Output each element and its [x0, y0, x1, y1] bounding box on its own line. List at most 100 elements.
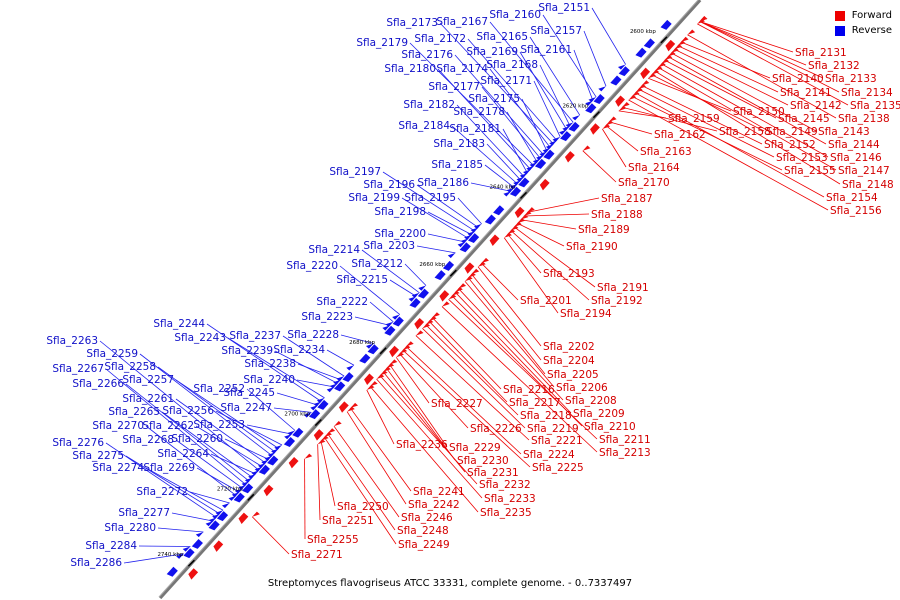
reverse-gene-block [166, 566, 178, 577]
reverse-connector [105, 442, 217, 518]
forward-gene-label: Sfla_2153 [776, 152, 828, 164]
reverse-gene-block [258, 464, 270, 475]
reverse-gene-arrow [182, 546, 191, 552]
reverse-gene-label: Sfla_2259 [86, 348, 138, 360]
reverse-gene-label: Sfla_2280 [104, 522, 156, 534]
forward-gene-label: Sfla_2133 [825, 73, 877, 85]
forward-connector [507, 233, 542, 274]
reverse-connector [227, 337, 325, 399]
reverse-gene-label: Sfla_2261 [122, 393, 174, 405]
forward-gene-label: Sfla_2194 [560, 308, 612, 320]
forward-connector [687, 34, 837, 119]
reverse-gene-arrow [392, 314, 400, 320]
forward-gene-arrow [379, 370, 388, 376]
reverse-gene-label: Sfla_2228 [287, 329, 339, 341]
legend-reverse: Reverse [834, 23, 892, 38]
scale-markers: 2600 kbp 2620 kbp 2640 kbp 2660 kbp 2680 kbp… [157, 29, 668, 567]
reverse-gene-arrow [411, 292, 420, 298]
forward-swatch [834, 10, 845, 21]
reverse-gene-label: Sfla_2268 [122, 434, 174, 446]
reverse-gene-arrow [382, 325, 391, 331]
forward-connector [680, 41, 771, 79]
forward-gene-label: Sfla_2145 [778, 113, 830, 125]
reverse-connector [339, 265, 401, 315]
forward-gene-label: Sfla_2135 [850, 100, 900, 112]
reverse-gene-label: Sfla_2277 [118, 507, 170, 519]
forward-connector [350, 407, 412, 492]
reverse-gene-arrow [257, 463, 266, 469]
scale-tick [519, 191, 528, 199]
forward-gene-label: Sfla_2202 [543, 341, 595, 353]
reverse-gene-label: Sfla_2151 [538, 2, 590, 14]
forward-gene-arrow [667, 51, 676, 57]
reverse-gene-label: Sfla_2243 [174, 332, 226, 344]
reverse-gene-arrow [208, 517, 217, 523]
reverse-gene-arrow [385, 321, 394, 327]
reverse-connector [171, 512, 214, 522]
reverse-gene-label: Sfla_2171 [480, 75, 532, 87]
reverse-gene-block [359, 353, 371, 364]
forward-gene-arrow [425, 319, 434, 325]
reverse-gene-label: Sfla_2165 [476, 31, 528, 43]
reverse-gene-block [208, 520, 220, 531]
forward-gene-label: Sfla_2149 [766, 126, 818, 138]
reverse-connector [125, 455, 221, 515]
forward-gene-arrow [648, 73, 656, 79]
reverse-gene-arrow [261, 459, 269, 465]
reverse-gene-arrow [588, 97, 597, 103]
reverse-gene-arrow [251, 470, 260, 476]
reverse-connector [470, 182, 512, 192]
forward-gene-block [188, 568, 199, 580]
reverse-gene-block [434, 270, 446, 281]
forward-gene-label: Sfla_2233 [484, 493, 536, 505]
forward-connector [651, 74, 765, 132]
forward-gene-label: Sfla_2242 [408, 499, 460, 511]
reverse-connector [437, 68, 532, 170]
reverse-gene-label: Sfla_2197 [329, 166, 381, 178]
forward-gene-arrow [478, 261, 486, 267]
forward-gene-label: Sfla_2131 [795, 47, 847, 59]
forward-gene-label: Sfla_2144 [828, 139, 880, 151]
forward-gene-label: Sfla_2189 [578, 224, 630, 236]
reverse-gene-arrow [195, 531, 204, 538]
forward-gene-label: Sfla_2138 [838, 113, 890, 125]
reverse-gene-block [409, 297, 421, 308]
reverse-gene-label: Sfla_2167 [436, 16, 488, 28]
forward-connector [481, 262, 519, 301]
forward-gene-block [414, 317, 425, 330]
reverse-gene-arrow [228, 495, 237, 501]
forward-gene-arrow [680, 36, 689, 43]
reverse-connector [125, 383, 250, 482]
forward-gene-label: Sfla_2231 [467, 467, 519, 479]
forward-gene-arrow [347, 406, 355, 412]
forward-gene-label: Sfla_2226 [470, 423, 522, 435]
reverse-gene-label: Sfla_2212 [351, 258, 403, 270]
forward-gene-arrow [527, 207, 535, 213]
reverse-gene-arrow [333, 379, 341, 385]
reverse-gene-label: Sfla_2274 [92, 462, 144, 474]
forward-gene-arrow [399, 348, 408, 354]
forward-connector [582, 150, 617, 183]
reverse-gene-arrow [264, 455, 273, 462]
reverse-gene-label: Sfla_2200 [374, 228, 426, 240]
reverse-connector [206, 323, 322, 402]
forward-gene-block [389, 345, 399, 358]
reverse-connector [457, 197, 482, 225]
forward-gene-arrow [448, 294, 457, 300]
scale-label: 2720 kbp [217, 486, 243, 492]
reverse-gene-label: Sfla_2238 [244, 358, 296, 370]
reverse-gene-block [216, 511, 229, 522]
reverse-gene-arrow [526, 165, 535, 172]
forward-gene-label: Sfla_2208 [565, 395, 617, 407]
forward-connector [333, 425, 400, 518]
reverse-connector [427, 233, 466, 243]
reverse-gene-block [342, 372, 354, 383]
forward-gene-label: Sfla_2217 [509, 397, 561, 409]
reverse-connector [439, 22, 554, 145]
reverse-gene-label: Sfla_2184 [398, 120, 450, 132]
forward-gene-arrow [428, 315, 437, 322]
reverse-gene-block [267, 455, 279, 466]
reverse-gene-block [384, 325, 396, 336]
forward-gene-label: Sfla_2250 [337, 501, 389, 513]
reverse-gene-arrow [326, 387, 335, 393]
